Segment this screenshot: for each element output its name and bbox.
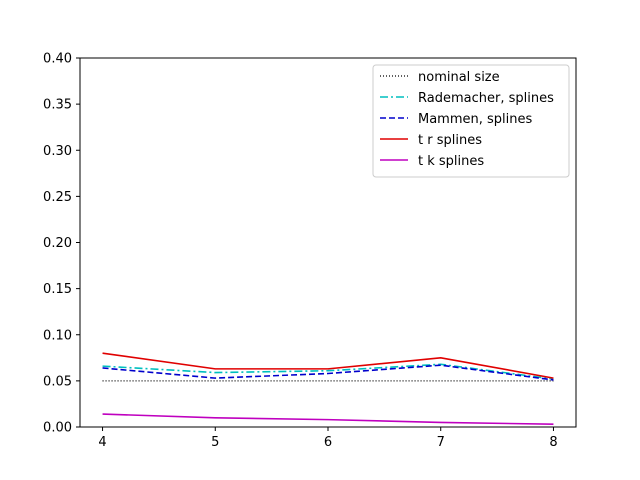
y-tick-label-4: 0.20 xyxy=(43,236,72,251)
y-tick-label-1: 0.05 xyxy=(43,374,72,389)
x-tick-label-4: 8 xyxy=(549,435,557,450)
x-tick-label-3: 7 xyxy=(437,435,445,450)
series-line-4 xyxy=(102,413,554,426)
x-tick-label-2: 6 xyxy=(324,435,332,450)
x-axis: 4 5 6 7 8 xyxy=(98,427,558,450)
legend-label-1: Rademacher, splines xyxy=(418,91,554,106)
legend-label-0: nominal size xyxy=(418,70,500,85)
series-layer xyxy=(102,352,554,426)
y-tick-label-2: 0.10 xyxy=(43,328,72,343)
series-line-1 xyxy=(102,363,554,380)
y-tick-label-0: 0.00 xyxy=(43,421,72,436)
y-axis: 0.00 0.05 0.10 0.15 0.20 0.25 0.30 0.35 0.40 xyxy=(43,52,80,436)
series-line-2 xyxy=(102,364,554,381)
y-tick-label-6: 0.30 xyxy=(43,144,72,159)
legend-box xyxy=(372,64,570,178)
y-tick-label-5: 0.25 xyxy=(43,190,72,205)
y-tick-label-3: 0.15 xyxy=(43,282,72,297)
y-tick-label-7: 0.35 xyxy=(43,98,72,113)
x-tick-label-0: 4 xyxy=(98,435,106,450)
series-line-3 xyxy=(102,352,554,379)
y-tick-label-8: 0.40 xyxy=(43,52,72,67)
legend-label-2: Mammen, splines xyxy=(418,112,532,127)
legend-label-3: t r splines xyxy=(418,133,482,148)
x-tick-label-1: 5 xyxy=(211,435,219,450)
legend: nominal size Rademacher, splines Mammen, s… xyxy=(372,64,570,178)
legend-label-4: t k splines xyxy=(418,154,484,169)
